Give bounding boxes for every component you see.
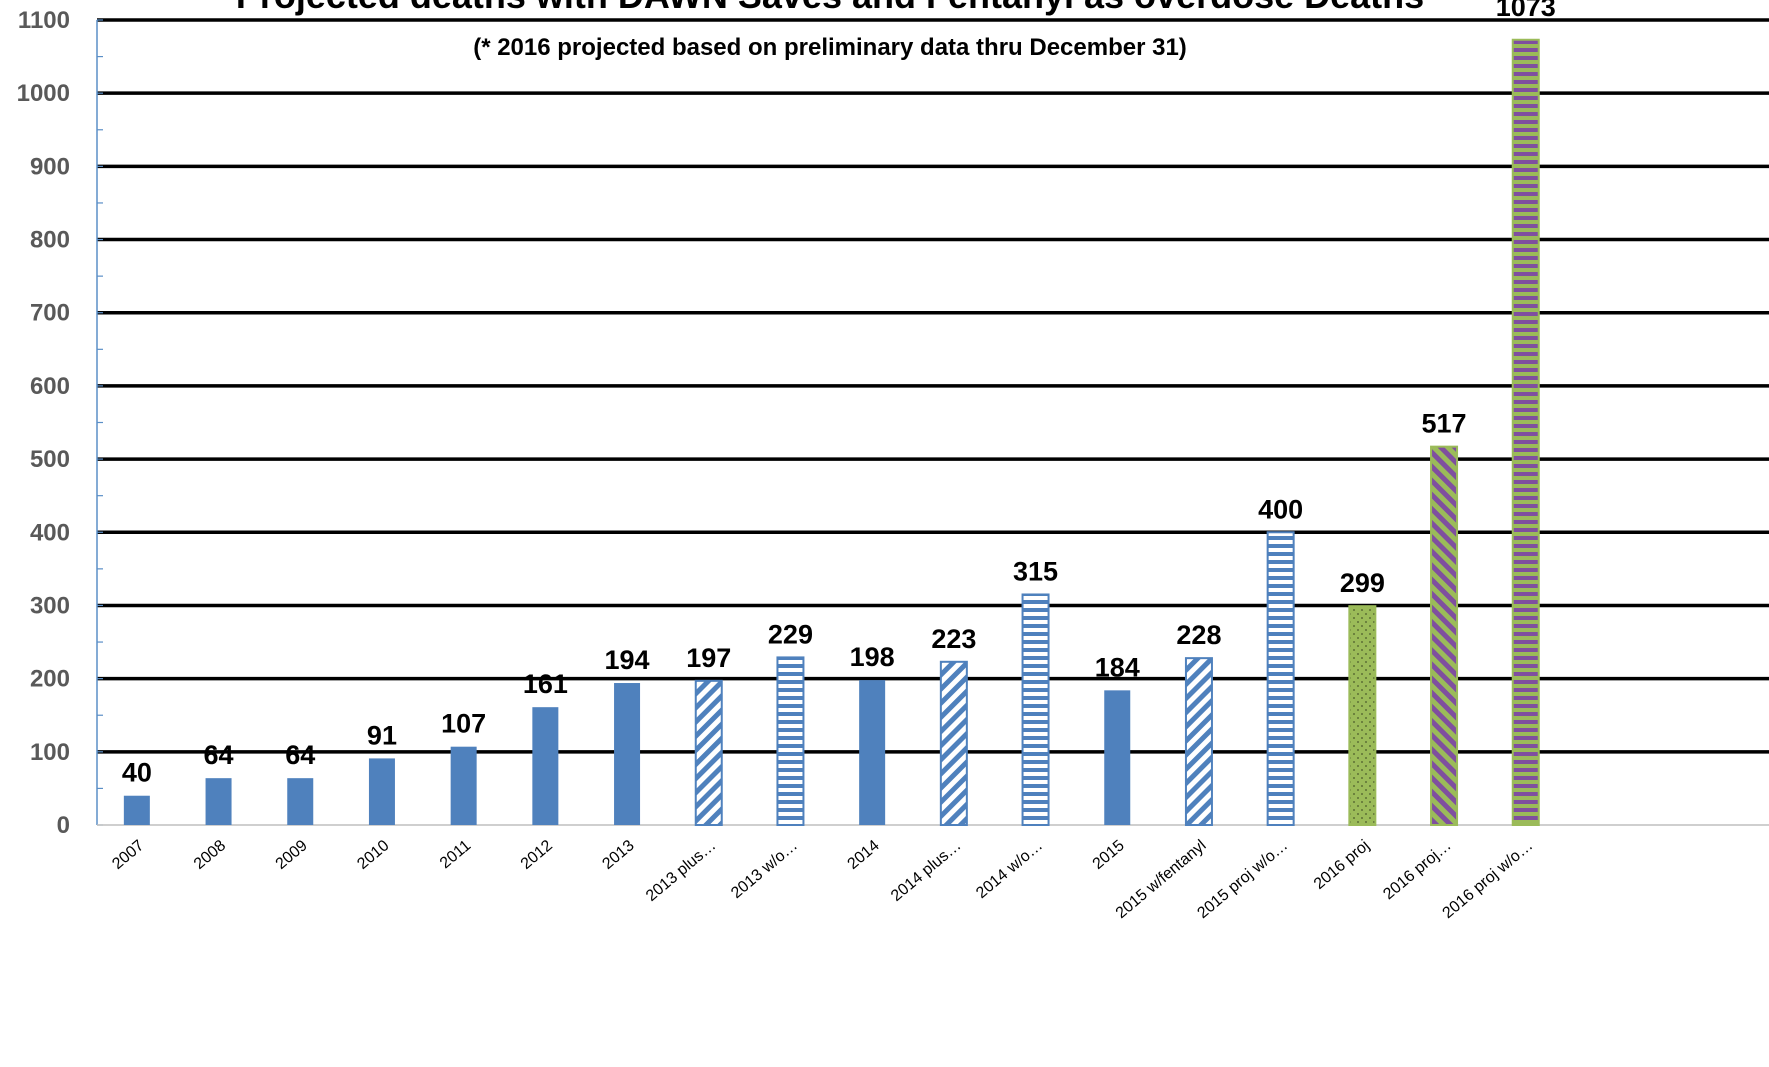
data-label-3: 64 (285, 740, 315, 770)
data-label-5: 107 (441, 709, 486, 739)
data-label-8: 197 (686, 643, 731, 673)
x-tick-label-7: 2013 (599, 837, 637, 873)
chart-subtitle: (* 2016 projected based on preliminary d… (473, 34, 1187, 61)
data-label-15: 400 (1258, 494, 1303, 524)
data-label-13: 184 (1095, 652, 1140, 682)
x-tick-label-1: 2007 (109, 837, 147, 873)
data-label-2: 64 (204, 740, 234, 770)
y-tick-label-0: 0 (57, 812, 70, 839)
bar-2 (205, 778, 232, 825)
y-tick-label-300: 300 (30, 592, 70, 619)
data-label-4: 91 (367, 720, 397, 750)
bar-11 (939, 660, 968, 827)
data-label-9: 229 (768, 619, 813, 649)
x-tick-label-11: 2014 plus… (888, 837, 964, 905)
y-tick-label-900: 900 (30, 153, 70, 180)
x-tick-label-8: 2013 plus… (643, 837, 719, 905)
y-tick-label-1000: 1000 (17, 80, 70, 107)
bar-18 (1511, 38, 1540, 826)
y-tick-label-500: 500 (30, 446, 70, 473)
data-label-14: 228 (1176, 620, 1221, 650)
bar-5 (450, 746, 477, 825)
x-axis-labels: 2007 2008 2009 2010 2011 2012 2013 2013 plus… 20… (109, 837, 1536, 922)
x-tick-label-16: 2016 proj (1311, 837, 1373, 893)
chart-title: Projected deaths with DAWN Saves and Fen… (236, 0, 1424, 16)
bar-1 (123, 795, 150, 825)
bar-9 (776, 656, 805, 826)
x-tick-label-17: 2016 proj… (1380, 837, 1454, 903)
bars (123, 38, 1540, 827)
data-label-17: 517 (1422, 409, 1467, 439)
x-tick-label-2: 2008 (191, 837, 229, 873)
x-tick-label-12: 2014 w/o… (973, 837, 1046, 902)
y-axis: 0 100 200 300 400 500 600 700 800 900 1000 1100 (17, 7, 1769, 839)
x-tick-label-13: 2015 (1090, 837, 1128, 873)
bar-15 (1266, 531, 1295, 826)
bar-10 (859, 680, 886, 825)
x-tick-label-5: 2011 (437, 837, 474, 872)
bar-3 (287, 778, 314, 825)
y-tick-label-600: 600 (30, 373, 70, 400)
y-tick-label-1100: 1100 (18, 7, 70, 34)
y-tick-label-700: 700 (30, 300, 70, 327)
x-tick-label-9: 2013 w/o… (728, 837, 801, 902)
bar-13 (1104, 690, 1131, 825)
bar-14 (1184, 657, 1213, 826)
x-tick-label-10: 2014 (845, 837, 883, 873)
bar-12 (1021, 593, 1050, 827)
bar-17 (1430, 445, 1459, 826)
bar-4 (368, 758, 395, 825)
bar-8 (694, 679, 723, 827)
data-label-7: 194 (605, 645, 650, 675)
data-label-6: 161 (523, 669, 568, 699)
data-label-16: 299 (1340, 568, 1385, 598)
bar-16 (1348, 605, 1377, 826)
data-label-18: 1073 (1496, 0, 1556, 22)
bar-7 (614, 683, 641, 825)
data-label-1: 40 (122, 758, 152, 788)
data-label-12: 315 (1013, 556, 1058, 586)
y-tick-label-400: 400 (30, 519, 70, 546)
gridlines (97, 18, 1769, 754)
x-tick-label-6: 2012 (518, 837, 556, 873)
data-label-11: 223 (931, 624, 976, 654)
y-tick-label-800: 800 (30, 227, 70, 254)
y-tick-label-200: 200 (30, 666, 70, 693)
bar-6 (532, 707, 559, 825)
data-label-10: 198 (850, 642, 895, 672)
x-tick-label-3: 2009 (273, 837, 311, 873)
x-tick-label-4: 2010 (354, 837, 392, 873)
y-tick-label-100: 100 (30, 739, 70, 766)
data-labels: 40 64 64 91 107 161 194 197 229 198 223 315 184 228 40… (122, 0, 1556, 788)
